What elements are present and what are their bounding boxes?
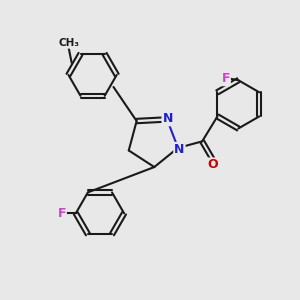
Text: F: F bbox=[57, 207, 66, 220]
Text: N: N bbox=[163, 112, 173, 125]
Text: N: N bbox=[174, 143, 184, 156]
Text: O: O bbox=[208, 158, 218, 172]
Text: F: F bbox=[221, 72, 230, 85]
Text: CH₃: CH₃ bbox=[58, 38, 79, 48]
